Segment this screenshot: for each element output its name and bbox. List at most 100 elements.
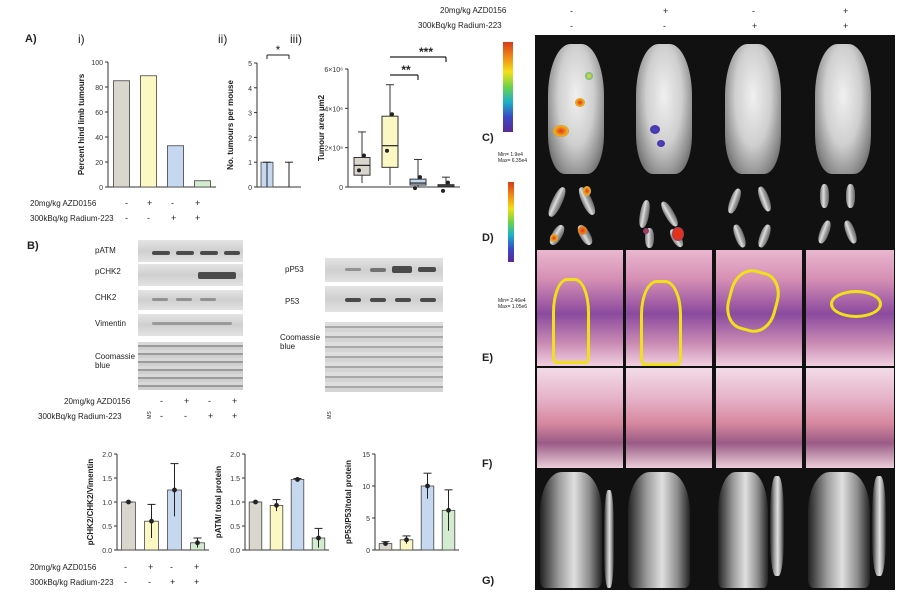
bar <box>248 501 263 551</box>
treatment-sign: + <box>171 213 177 223</box>
treatment-sign: + <box>194 577 200 587</box>
significance-label: ** <box>401 63 411 77</box>
data-point <box>441 188 445 193</box>
azd-label-top: 20mg/kg AZD0156 <box>440 6 507 15</box>
y-tick-label: 1.5 <box>102 476 112 483</box>
y-tick-label: 0 <box>366 548 370 555</box>
y-tick-label: 0.5 <box>230 524 240 531</box>
blot-row-label: Coomassie blue <box>95 352 136 370</box>
panel-d-label: D) <box>482 232 494 244</box>
color-scale-bar-d <box>508 182 514 262</box>
data-point <box>425 483 430 489</box>
data-point <box>385 148 389 153</box>
rad-label-b: 300kBq/kg Radium-223 <box>38 412 122 421</box>
micro-ct-image <box>872 476 886 576</box>
histology-image <box>716 250 802 366</box>
chart-pp53: 0 5 10 15 pP53/P53/total protein <box>344 452 459 555</box>
y-tick-label: 40 <box>95 135 103 142</box>
y-axis-label: pP53/P53/total protein <box>344 460 353 544</box>
treatment-sign: + <box>148 562 154 572</box>
blot-band <box>198 272 236 279</box>
treatment-sign: + <box>194 562 200 572</box>
micro-ct-image <box>540 472 602 588</box>
mouse-image <box>815 44 871 174</box>
box <box>381 115 399 168</box>
histology-image <box>537 368 623 468</box>
blot-row-label: Coomassie blue <box>280 333 321 351</box>
treatment-sign: - <box>125 198 128 208</box>
micro-ct-image <box>808 472 870 588</box>
marker-label: MS <box>326 411 333 419</box>
data-point <box>413 186 417 191</box>
significance-label: * <box>276 45 281 57</box>
azd-label-a: 20mg/kg AZD0156 <box>30 199 97 208</box>
bone-image <box>820 184 829 208</box>
blot-band <box>418 267 436 272</box>
tumour-outline <box>830 290 882 318</box>
mouse-image <box>636 44 692 174</box>
blot-vimentin <box>138 314 243 336</box>
treatment-sign: - <box>124 577 127 587</box>
bar <box>194 180 212 188</box>
treatment-sign: + <box>752 21 758 31</box>
tumour-signal <box>578 226 587 235</box>
blot-row-label: pCHK2 <box>95 267 121 276</box>
treatment-sign: + <box>195 213 201 223</box>
y-tick-label: 1.5 <box>230 476 240 483</box>
y-tick-label: 100 <box>91 60 103 67</box>
treatment-sign: + <box>184 396 190 406</box>
rad-label-top: 300kBq/kg Radium-223 <box>418 21 502 30</box>
y-tick-label: 3 <box>248 111 252 118</box>
histology-image <box>716 368 802 468</box>
data-point <box>316 535 321 541</box>
y-tick-label: 0 <box>339 185 343 192</box>
treatment-sign: - <box>160 411 163 421</box>
blot-band <box>176 298 192 301</box>
y-tick-label: 1 <box>248 160 252 167</box>
treatment-sign: - <box>752 6 755 16</box>
tumour-signal <box>657 140 665 147</box>
bar <box>140 75 158 188</box>
bar <box>167 145 185 188</box>
blot-band <box>420 298 436 302</box>
y-tick-label: 80 <box>95 85 103 92</box>
panel-f-label: F) <box>482 458 493 470</box>
box <box>353 157 371 176</box>
y-tick-label: 2.0 <box>230 452 240 459</box>
color-scale-bar-c <box>503 42 513 132</box>
y-tick-label: 60 <box>95 110 103 117</box>
treatment-sign: + <box>208 411 214 421</box>
treatment-sign: + <box>170 577 176 587</box>
tumour-outline <box>552 278 590 364</box>
panel-a-iii-label: iii) <box>290 32 302 46</box>
micro-ct-image <box>770 476 784 576</box>
tumour-signal <box>585 72 593 80</box>
y-tick-label: 5 <box>366 516 370 523</box>
micro-ct-image <box>604 490 614 588</box>
rad-label-a: 300kBq/kg Radium-223 <box>30 214 114 223</box>
blot-band <box>345 268 361 271</box>
histology-image <box>626 368 712 468</box>
treatment-sign: + <box>147 198 153 208</box>
tumour-signal <box>650 125 660 134</box>
treatment-sign: - <box>147 213 150 223</box>
scale-c-min: Min= 1.9e4 <box>498 152 523 158</box>
y-axis-label: Tumour area µm2 <box>317 94 326 161</box>
y-tick-label: 2 <box>248 135 252 142</box>
chart-pchk2: 0.0 0.5 1.0 1.5 2.0 pCHK2/CHK2/Vimentin <box>86 452 209 555</box>
blot-row-label: CHK2 <box>95 293 117 302</box>
data-point <box>446 180 450 185</box>
bone-image <box>645 228 654 248</box>
blot-chk2 <box>138 290 243 310</box>
scale-d-min: Min= 2.46e4 <box>498 298 526 304</box>
blot-band <box>152 251 170 255</box>
data-point <box>362 153 366 158</box>
panel-a-label: A) <box>25 33 37 45</box>
scale-c-max: Max= 6.35e4 <box>498 158 528 164</box>
data-point <box>383 541 388 546</box>
y-axis-label: pCHK2/CHK2/Vimentin <box>86 459 95 546</box>
data-point <box>390 112 394 117</box>
data-point <box>295 477 300 482</box>
data-point <box>172 487 177 493</box>
